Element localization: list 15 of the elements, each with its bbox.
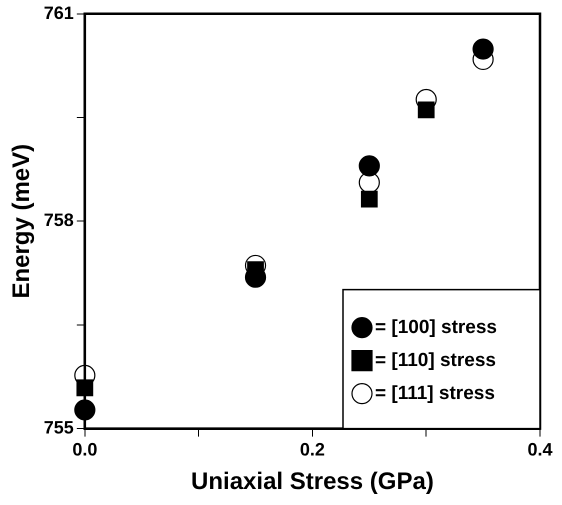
point <box>358 155 380 176</box>
y-tick-label: 761 <box>44 2 74 23</box>
point <box>360 190 378 208</box>
legend-label: = [100] stress <box>375 316 497 338</box>
legend-label: = [111] stress <box>375 382 495 404</box>
y-tick-label: 758 <box>44 210 74 230</box>
x-axis-title: Uniaxial Stress (GPa) <box>191 468 434 496</box>
x-tick-label: 0.4 <box>527 439 553 460</box>
point <box>418 102 435 118</box>
y-tick-label: 755 <box>44 418 74 438</box>
y-axis-title: Energy (meV) <box>8 144 36 299</box>
legend-label: = [110] stress <box>375 350 496 371</box>
point <box>472 38 494 60</box>
x-tick-label: 0.0 <box>72 439 98 460</box>
x-tick-label: 0.2 <box>300 439 325 460</box>
